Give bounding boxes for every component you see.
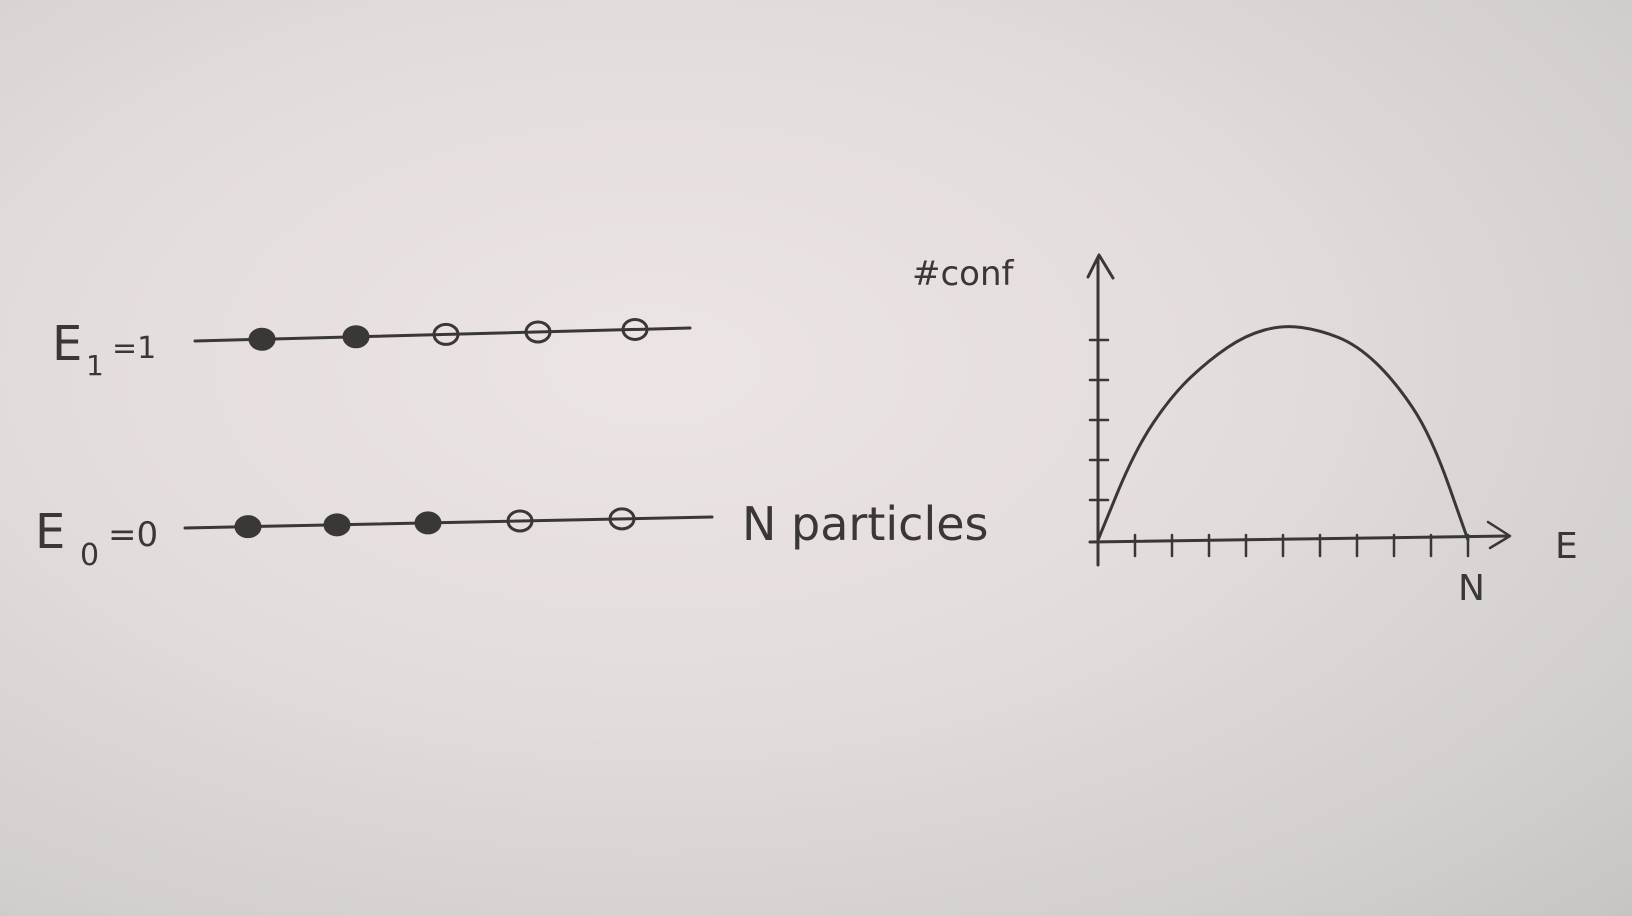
x-axis-ticks [1133, 533, 1470, 558]
particles-label: N particles [742, 497, 989, 551]
e1-occupied-site-1 [248, 327, 276, 351]
configurations-chart: #conf E N [912, 253, 1578, 609]
level-e0-sites [234, 507, 636, 539]
energy-level-e1: E 1 =1 [52, 316, 692, 382]
level-e1-sites [248, 317, 649, 351]
e1-empty-site-3 [432, 322, 460, 346]
x-axis-arrowhead [1486, 520, 1512, 550]
e1-occupied-site-2 [342, 325, 370, 349]
e1-empty-site-4 [524, 320, 552, 344]
level-e0-name: E [35, 504, 65, 560]
level-e0-line [183, 515, 714, 530]
level-e0-subscript: 0 [80, 538, 99, 573]
level-e1-line [193, 326, 692, 343]
energy-level-e0: E 0 =0 [35, 504, 714, 573]
x-axis-label: E [1555, 526, 1578, 567]
x-axis-end-label: N [1458, 568, 1485, 609]
level-e1-subscript: 1 [86, 349, 104, 382]
y-axis-label: #conf [912, 254, 1015, 294]
e0-occupied-site-1 [234, 515, 262, 539]
e0-empty-site-4 [506, 509, 534, 533]
level-e1-name: E [52, 316, 82, 372]
level-e0-value: =0 [108, 515, 158, 555]
e0-empty-site-5 [608, 507, 636, 531]
e0-occupied-site-3 [414, 511, 442, 535]
level-e1-value: =1 [112, 331, 156, 366]
x-axis [1088, 534, 1510, 544]
e0-occupied-site-2 [323, 513, 351, 537]
y-axis-ticks [1088, 338, 1110, 502]
y-axis-arrowhead [1086, 253, 1115, 280]
configurations-curve [1096, 325, 1470, 542]
e1-empty-site-5 [621, 317, 649, 341]
curve-layer [1096, 325, 1470, 542]
